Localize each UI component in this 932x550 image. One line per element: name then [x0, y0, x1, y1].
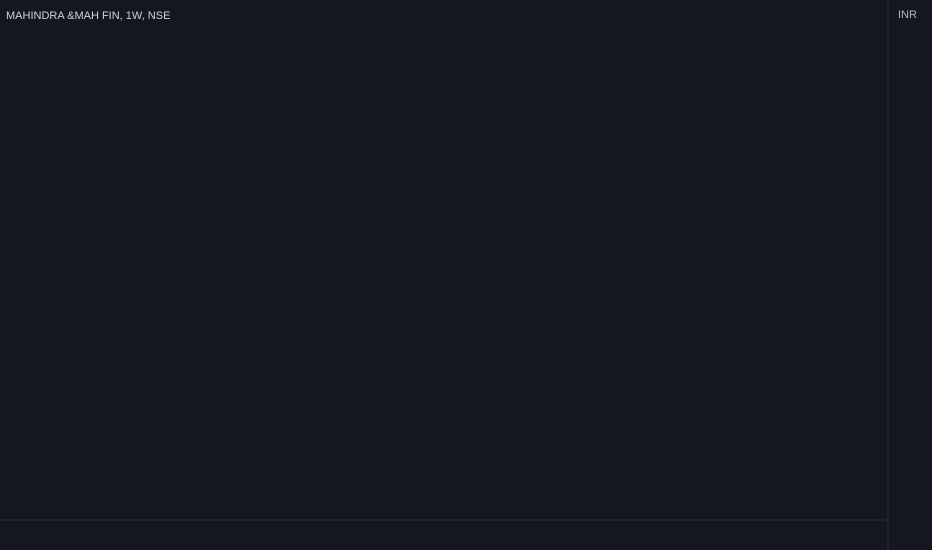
currency-label: INR [898, 9, 917, 21]
chart-title: MAHINDRA &MAH FIN, 1W, NSE [6, 10, 170, 22]
